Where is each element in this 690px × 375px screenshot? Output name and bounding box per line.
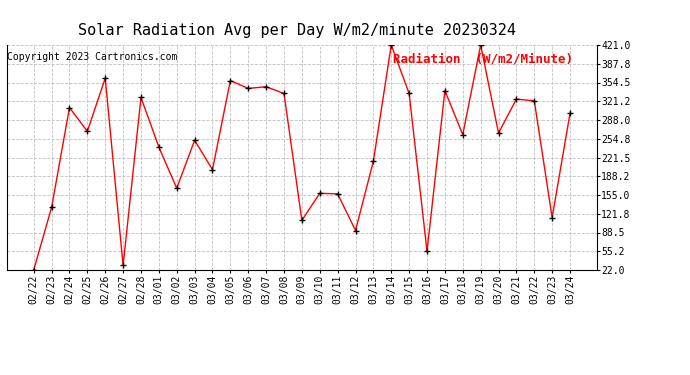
Text: Solar Radiation Avg per Day W/m2/minute 20230324: Solar Radiation Avg per Day W/m2/minute … — [78, 22, 515, 38]
Text: Copyright 2023 Cartronics.com: Copyright 2023 Cartronics.com — [7, 53, 177, 63]
Text: Radiation  (W/m2/Minute): Radiation (W/m2/Minute) — [393, 53, 573, 66]
